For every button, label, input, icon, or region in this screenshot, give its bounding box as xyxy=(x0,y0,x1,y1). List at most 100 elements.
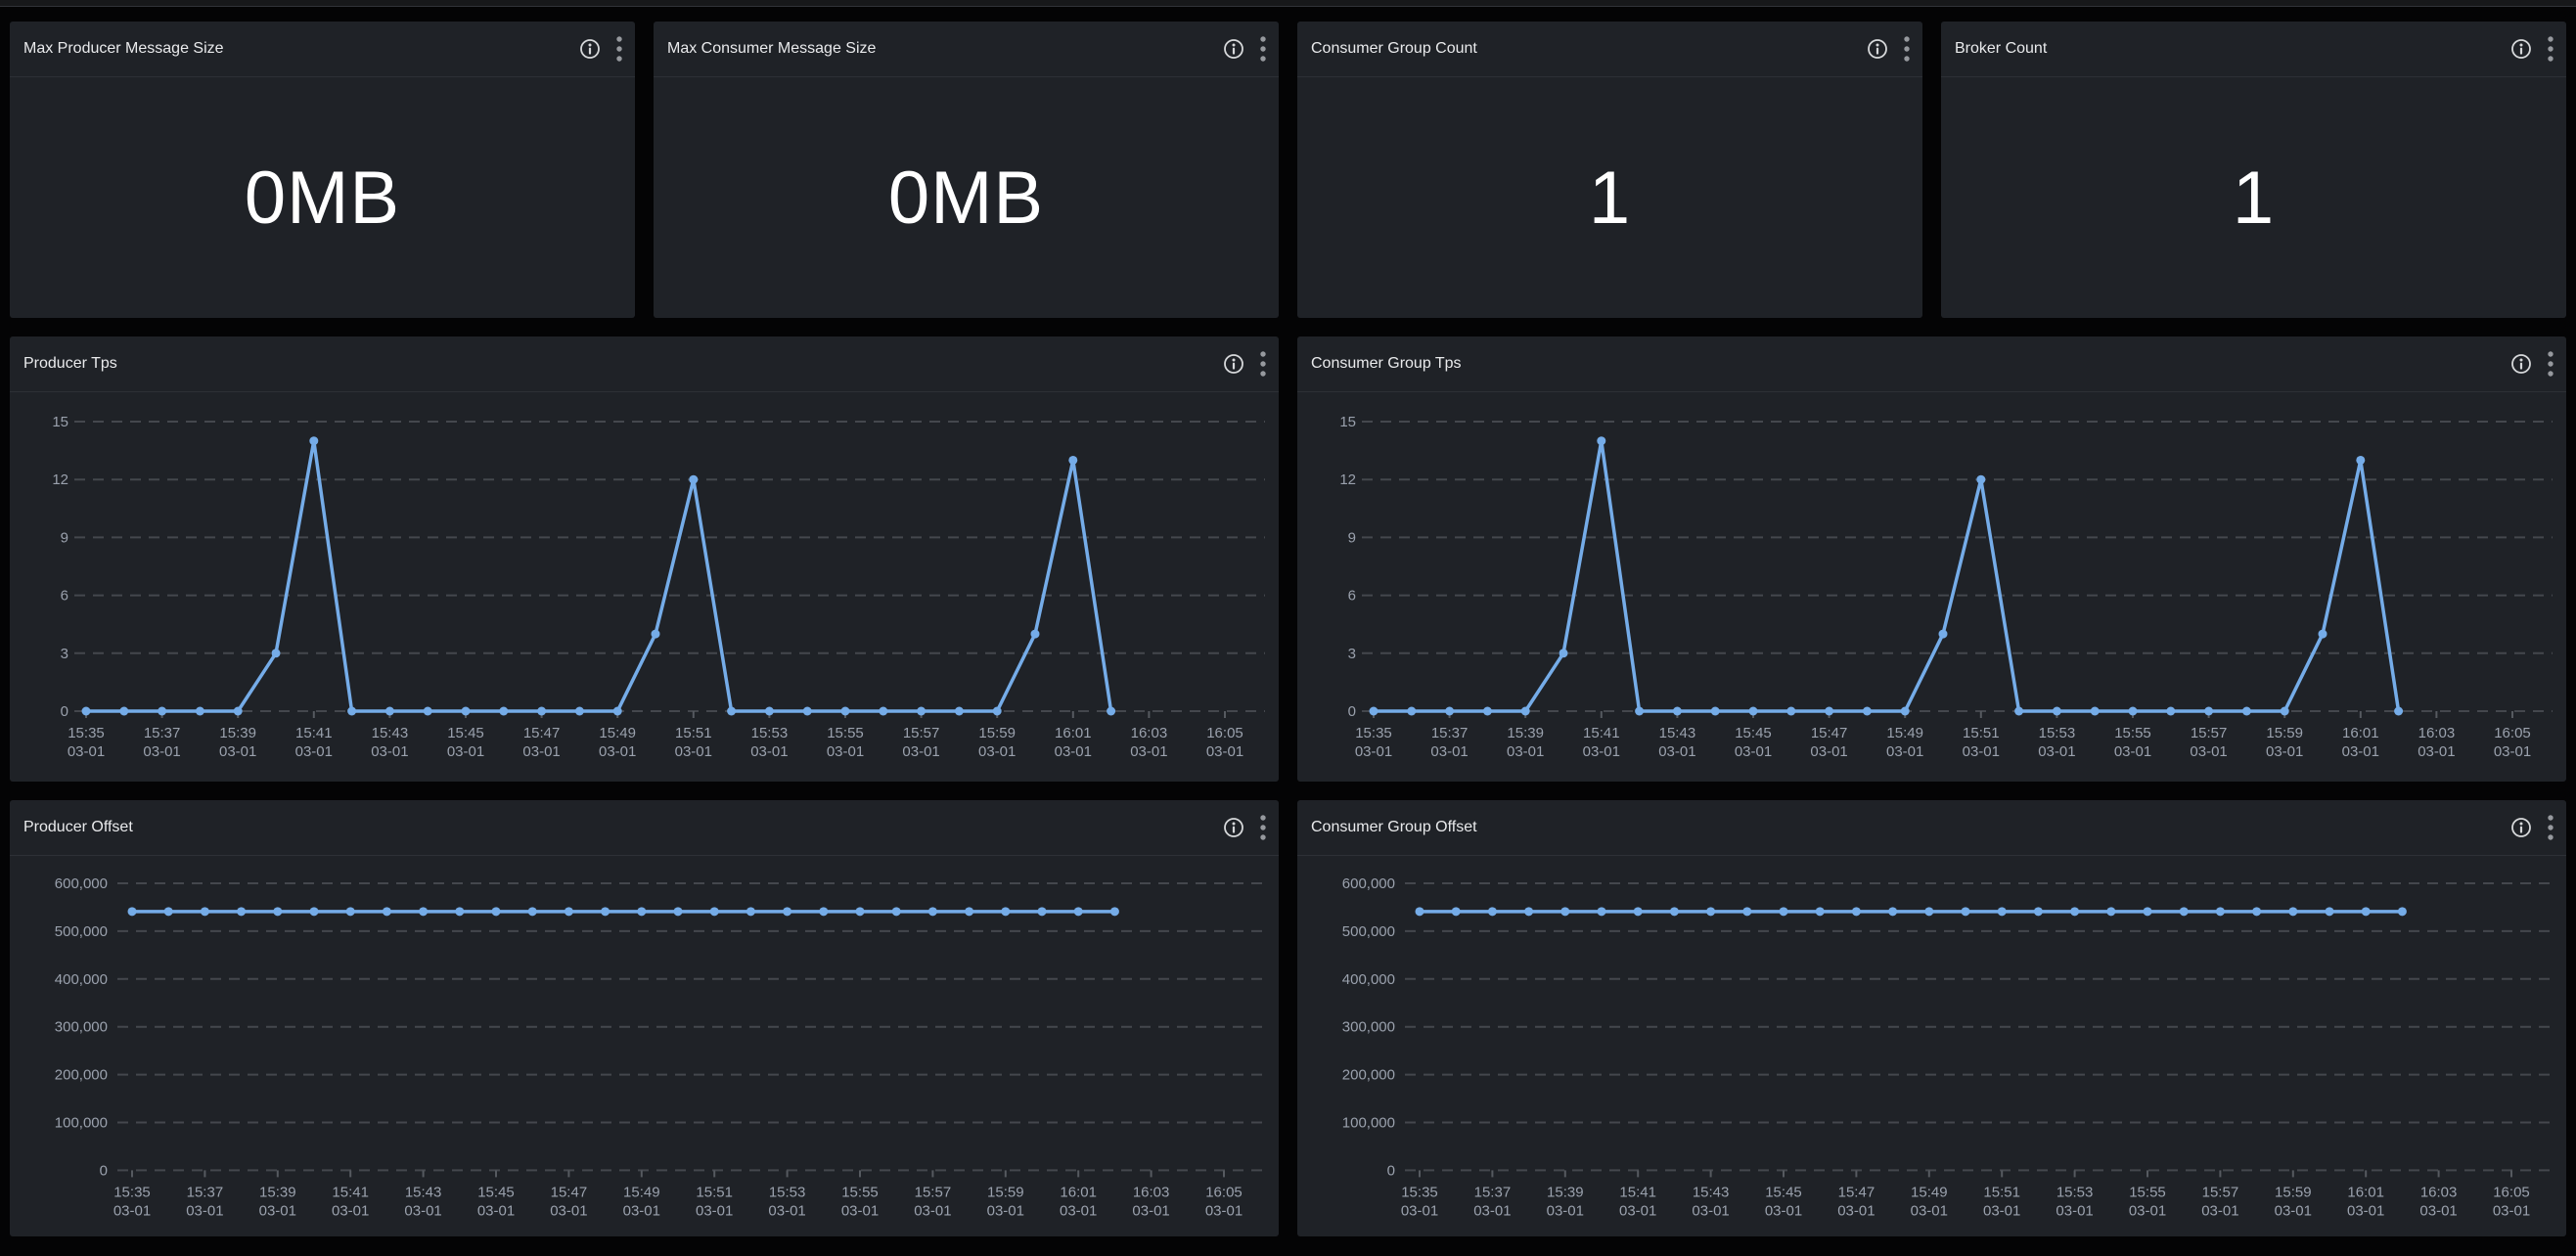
x-axis-date-label: 03-01 xyxy=(1205,1202,1243,1219)
data-point xyxy=(917,707,926,716)
data-point xyxy=(1068,456,1077,465)
x-axis-time-label: 16:01 xyxy=(2347,1184,2384,1200)
y-axis-label: 3 xyxy=(1348,646,1356,662)
kebab-menu-icon[interactable] xyxy=(1259,350,1267,378)
x-axis-date-label: 03-01 xyxy=(68,743,105,760)
data-point xyxy=(1635,707,1644,716)
kebab-menu-icon[interactable] xyxy=(1903,35,1911,63)
y-axis-label: 15 xyxy=(1339,414,1356,430)
x-axis-time-label: 15:37 xyxy=(187,1184,224,1200)
data-point xyxy=(2362,907,2371,916)
info-icon[interactable] xyxy=(1223,817,1244,838)
panel-max-producer-message-size: Max Producer Message Size 0MB xyxy=(10,22,635,318)
data-point xyxy=(689,475,698,484)
data-point xyxy=(310,907,319,916)
x-axis-time-label: 15:41 xyxy=(295,725,333,741)
kebab-menu-icon[interactable] xyxy=(615,35,623,63)
x-axis-time-label: 15:49 xyxy=(1886,725,1923,741)
data-point xyxy=(955,707,964,716)
x-axis-time-label: 15:57 xyxy=(915,1184,952,1200)
x-axis-date-label: 03-01 xyxy=(2275,1202,2312,1219)
x-axis-date-label: 03-01 xyxy=(1911,1202,1948,1219)
x-axis-date-label: 03-01 xyxy=(1658,743,1695,760)
data-point xyxy=(196,707,204,716)
kebab-menu-icon[interactable] xyxy=(1259,35,1267,63)
y-axis-label: 600,000 xyxy=(1342,875,1395,892)
x-axis-time-label: 15:55 xyxy=(827,725,864,741)
panel-actions xyxy=(1223,22,1267,76)
panel-title: Broker Count xyxy=(1955,22,2047,76)
kebab-menu-icon[interactable] xyxy=(2547,350,2554,378)
data-point xyxy=(2252,907,2261,916)
data-point xyxy=(993,707,1002,716)
kebab-menu-icon[interactable] xyxy=(2547,35,2554,63)
info-icon[interactable] xyxy=(1223,353,1244,375)
info-icon[interactable] xyxy=(2510,817,2532,838)
dashboard-grid: Max Producer Message Size 0MB Max Consum… xyxy=(10,22,2566,1236)
info-icon[interactable] xyxy=(579,38,601,60)
x-axis-time-label: 15:53 xyxy=(2056,1184,2094,1200)
x-axis-date-label: 03-01 xyxy=(841,1202,879,1219)
data-point xyxy=(499,707,508,716)
x-axis-date-label: 03-01 xyxy=(295,743,333,760)
info-icon[interactable] xyxy=(1867,38,1888,60)
x-axis-time-label: 15:43 xyxy=(405,1184,442,1200)
data-point xyxy=(613,707,622,716)
x-axis-time-label: 15:59 xyxy=(2275,1184,2312,1200)
producer-tps-chart[interactable]: 0369121515:3503-0115:3703-0115:3903-0115… xyxy=(10,392,1279,782)
x-axis-date-label: 03-01 xyxy=(2266,743,2303,760)
data-point xyxy=(928,907,937,916)
x-axis-time-label: 15:57 xyxy=(903,725,940,741)
y-axis-label: 0 xyxy=(61,703,68,720)
data-point xyxy=(455,907,464,916)
data-point xyxy=(2281,707,2289,716)
consumer-group-offset-chart[interactable]: 0100,000200,000300,000400,000500,000600,… xyxy=(1297,856,2566,1236)
x-axis-time-label: 15:51 xyxy=(1963,725,2000,741)
info-icon[interactable] xyxy=(1223,38,1244,60)
x-axis-time-label: 15:37 xyxy=(1431,725,1469,741)
x-axis-date-label: 03-01 xyxy=(259,1202,296,1219)
kebab-menu-icon[interactable] xyxy=(2547,814,2554,841)
data-point xyxy=(783,907,791,916)
x-axis-time-label: 15:37 xyxy=(144,725,181,741)
panel-title: Consumer Group Offset xyxy=(1311,800,1477,855)
x-axis-date-label: 03-01 xyxy=(1963,743,2000,760)
x-axis-date-label: 03-01 xyxy=(1507,743,1544,760)
info-icon[interactable] xyxy=(2510,353,2532,375)
y-axis-label: 200,000 xyxy=(55,1067,108,1084)
x-axis-time-label: 15:43 xyxy=(1693,1184,1730,1200)
x-axis-date-label: 03-01 xyxy=(675,743,712,760)
y-axis-label: 0 xyxy=(100,1162,108,1179)
x-axis-time-label: 15:53 xyxy=(2039,725,2076,741)
panel-actions xyxy=(1223,336,1267,391)
data-point xyxy=(1598,907,1606,916)
x-axis-date-label: 03-01 xyxy=(550,1202,587,1219)
x-axis-time-label: 16:05 xyxy=(1206,725,1243,741)
x-axis-time-label: 16:05 xyxy=(1205,1184,1243,1200)
data-point xyxy=(1706,907,1715,916)
x-axis-date-label: 03-01 xyxy=(914,1202,951,1219)
stat-value: 0MB xyxy=(654,77,1279,318)
data-point xyxy=(424,707,432,716)
data-point xyxy=(1110,907,1119,916)
panel-consumer-group-count: Consumer Group Count 1 xyxy=(1297,22,1922,318)
info-icon[interactable] xyxy=(2510,38,2532,60)
kebab-menu-icon[interactable] xyxy=(1259,814,1267,841)
data-point xyxy=(2091,707,2100,716)
consumer-group-tps-chart[interactable]: 0369121515:3503-0115:3703-0115:3903-0115… xyxy=(1297,392,2566,782)
x-axis-time-label: 15:43 xyxy=(372,725,409,741)
y-axis-label: 15 xyxy=(52,414,68,430)
y-axis-label: 3 xyxy=(61,646,68,662)
data-point xyxy=(965,907,973,916)
data-point xyxy=(652,630,660,639)
producer-offset-chart[interactable]: 0100,000200,000300,000400,000500,000600,… xyxy=(10,856,1279,1236)
stat-value: 1 xyxy=(1941,77,2566,318)
data-point xyxy=(419,907,428,916)
x-axis-time-label: 15:49 xyxy=(1911,1184,1948,1200)
data-point xyxy=(237,907,246,916)
x-axis-date-label: 03-01 xyxy=(2419,1202,2457,1219)
panel-actions xyxy=(2510,336,2554,391)
panel-header: Producer Tps xyxy=(10,336,1279,392)
x-axis-date-label: 03-01 xyxy=(2056,1202,2093,1219)
data-point xyxy=(2356,456,2365,465)
